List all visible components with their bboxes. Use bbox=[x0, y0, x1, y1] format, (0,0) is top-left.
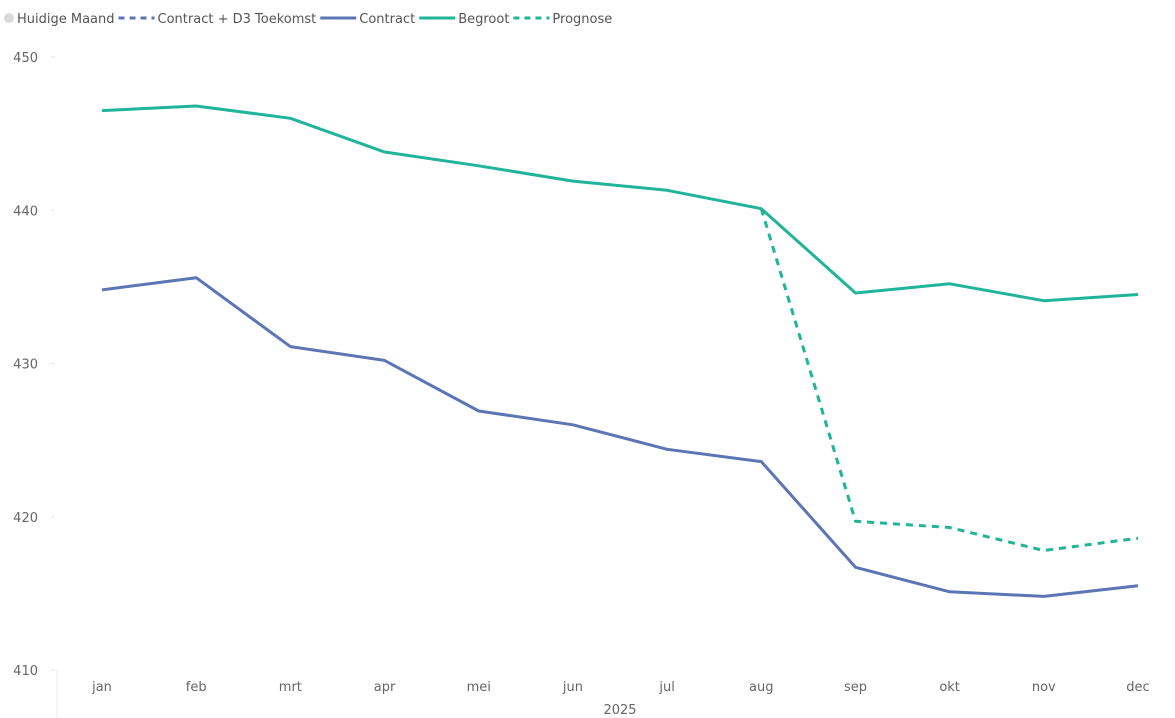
data-point-contract-sep[interactable] bbox=[851, 563, 859, 571]
legend-item-prognose[interactable]: Prognose bbox=[513, 12, 612, 27]
legend-marker-huidige-maand bbox=[4, 13, 14, 23]
x-tick-label-jun: jun bbox=[562, 680, 583, 695]
data-point-contract-feb[interactable] bbox=[192, 274, 200, 282]
data-point-begroot-nov[interactable] bbox=[1040, 297, 1048, 305]
x-tick-label-apr: apr bbox=[374, 680, 396, 695]
legend-item-contract[interactable]: Contract bbox=[320, 12, 415, 27]
y-tick-label-430: 430 bbox=[13, 358, 38, 373]
data-point-contract-mrt[interactable] bbox=[286, 343, 294, 351]
series-layer bbox=[98, 102, 1142, 600]
x-tick-label-aug: aug bbox=[749, 680, 773, 695]
data-point-prognose-sep[interactable] bbox=[851, 517, 859, 525]
data-point-begroot-dec[interactable] bbox=[1134, 291, 1142, 299]
data-point-begroot-sep[interactable] bbox=[851, 289, 859, 297]
data-point-contract-dec[interactable] bbox=[1134, 582, 1142, 590]
x-tick-label-mei: mei bbox=[467, 680, 491, 695]
data-point-begroot-jun[interactable] bbox=[569, 177, 577, 185]
x-axis: jan feb mrt apr mei jun jul aug sep okt nov dec bbox=[91, 680, 1150, 695]
data-point-contract-jul[interactable] bbox=[663, 445, 671, 453]
data-point-contract-apr[interactable] bbox=[381, 356, 389, 364]
x-tick-label-feb: feb bbox=[186, 680, 207, 695]
data-point-contract-aug[interactable] bbox=[757, 458, 765, 466]
data-point-begroot-feb[interactable] bbox=[192, 102, 200, 110]
data-point-prognose-nov[interactable] bbox=[1040, 546, 1048, 554]
x-tick-label-okt: okt bbox=[939, 680, 960, 695]
y-tick-label-420: 420 bbox=[13, 511, 38, 526]
data-point-begroot-okt[interactable] bbox=[946, 280, 954, 288]
data-point-contract-jan[interactable] bbox=[98, 286, 106, 294]
data-point-prognose-aug[interactable] bbox=[757, 205, 765, 213]
legend-item-huidige-maand[interactable]: Huidige Maand bbox=[4, 12, 115, 27]
y-tick-label-440: 440 bbox=[13, 204, 38, 219]
data-point-begroot-jan[interactable] bbox=[98, 107, 106, 115]
x-tick-label-nov: nov bbox=[1032, 680, 1056, 695]
legend-label-prognose: Prognose bbox=[552, 12, 612, 27]
data-point-begroot-mei[interactable] bbox=[475, 162, 483, 170]
data-point-contract-jun[interactable] bbox=[569, 421, 577, 429]
data-point-begroot-apr[interactable] bbox=[381, 148, 389, 156]
legend-label-contract-d3-toekomst: Contract + D3 Toekomst bbox=[158, 12, 317, 27]
x-axis-label: 2025 bbox=[603, 703, 636, 718]
legend-label-begroot: Begroot bbox=[458, 12, 509, 27]
x-tick-label-jan: jan bbox=[91, 680, 112, 695]
y-tick-label-410: 410 bbox=[13, 664, 38, 679]
x-tick-label-sep: sep bbox=[844, 680, 867, 695]
y-tick-label-450: 450 bbox=[13, 51, 38, 66]
legend: Huidige Maand Contract + D3 Toekomst Contr… bbox=[4, 12, 612, 27]
series-line-prognose bbox=[759, 208, 1139, 552]
x-tick-label-jul: jul bbox=[658, 680, 674, 695]
legend-item-contract-d3-toekomst[interactable]: Contract + D3 Toekomst bbox=[118, 12, 317, 27]
data-point-begroot-jul[interactable] bbox=[663, 186, 671, 194]
data-point-contract-okt[interactable] bbox=[946, 588, 954, 596]
data-point-contract-nov[interactable] bbox=[1040, 592, 1048, 600]
series-line-contract bbox=[101, 276, 1139, 598]
data-point-contract-mei[interactable] bbox=[475, 407, 483, 415]
data-point-begroot-mrt[interactable] bbox=[286, 114, 294, 122]
x-tick-label-dec: dec bbox=[1126, 680, 1149, 695]
data-point-prognose-dec[interactable] bbox=[1134, 534, 1142, 542]
legend-item-begroot[interactable]: Begroot bbox=[419, 12, 509, 27]
series-line-begroot bbox=[101, 104, 1139, 303]
legend-label-huidige-maand: Huidige Maand bbox=[17, 12, 115, 27]
legend-label-contract: Contract bbox=[359, 12, 415, 27]
data-point-prognose-okt[interactable] bbox=[946, 523, 954, 531]
x-tick-label-mrt: mrt bbox=[279, 680, 302, 695]
y-axis: 410 420 430 440 450 bbox=[13, 51, 58, 718]
